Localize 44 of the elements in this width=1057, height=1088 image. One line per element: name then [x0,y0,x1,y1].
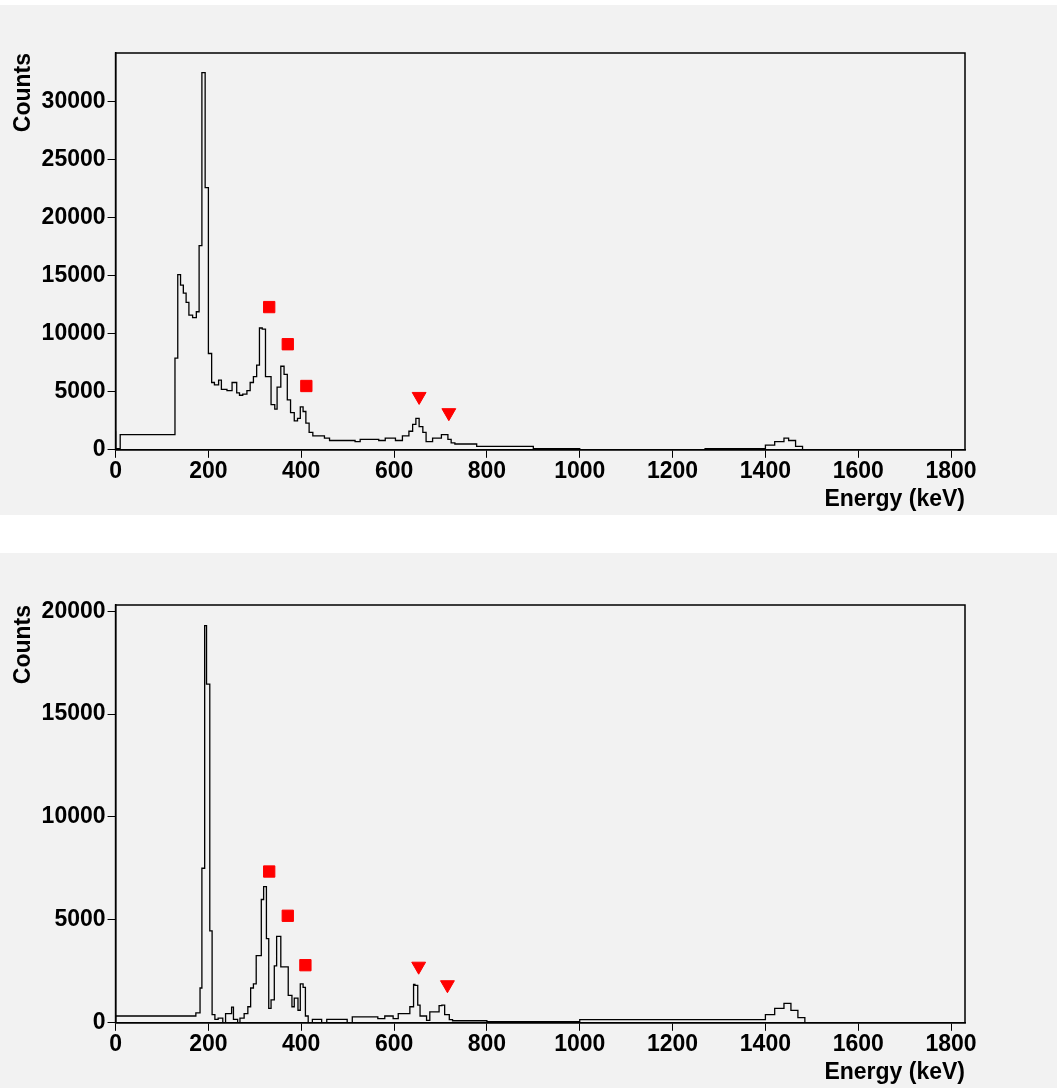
y-tick-label: 5000 [54,377,106,404]
point [411,391,427,405]
y-axis-title: Counts [9,53,36,133]
x-tick-label: 1800 [925,1029,977,1056]
y-tick-label: 15000 [41,699,106,726]
y-tick-label: 0 [92,435,106,462]
point [263,865,276,878]
x-tick-label: 400 [282,456,321,483]
x-tick-label: 400 [282,1029,321,1056]
point [440,980,455,994]
point [300,379,313,393]
y-tick-label: 15000 [41,261,106,288]
x-tick-label: 1400 [739,1029,791,1056]
x-tick-label: 800 [467,1029,507,1056]
x-tick-label: 200 [189,1029,228,1056]
x-tick-label: 600 [374,1029,414,1056]
y-tick-label: 20000 [41,596,106,623]
point [281,338,294,351]
point [299,959,312,972]
x-axis-title: Energy (keV) [824,1057,965,1084]
y-tick-label: 25000 [41,145,106,172]
x-tick-label: 1000 [554,1029,606,1056]
y-tick-label: 10000 [41,802,106,829]
point [263,300,276,314]
point [411,961,427,975]
x-tick-label: 800 [467,456,507,483]
point [281,909,294,922]
x-tick-label: 1200 [646,456,699,483]
x-axis-title: Energy (keV) [824,484,965,511]
x-tick-label: 1600 [832,1029,884,1056]
y-tick-label: 30000 [41,87,106,114]
x-tick-label: 1800 [925,456,977,483]
x-tick-label: 1200 [646,1029,699,1056]
y-tick-label: 10000 [41,319,106,346]
point [441,408,457,422]
x-tick-label: 1000 [554,456,606,483]
x-tick-label: 200 [189,456,228,483]
x-tick-label: 1400 [739,456,791,483]
x-tick-label: 600 [374,456,414,483]
y-tick-label: 0 [92,1008,106,1035]
y-tick-label: 5000 [54,905,106,932]
x-tick-label: 1600 [832,456,884,483]
y-axis-title: Counts [9,605,36,685]
y-tick-label: 20000 [41,203,106,230]
